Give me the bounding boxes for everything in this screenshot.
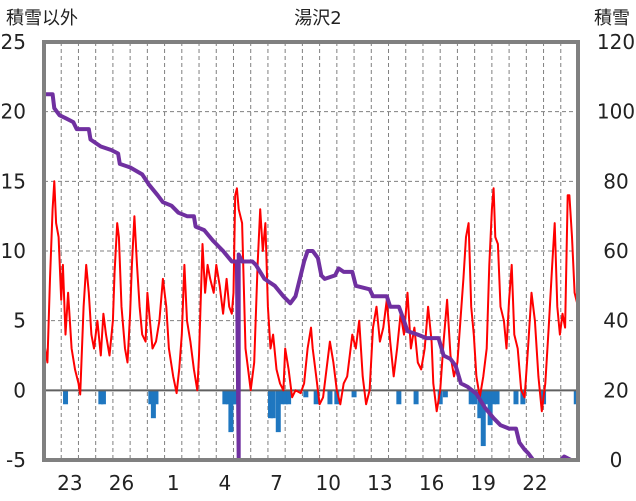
snow-bar: [275, 390, 281, 433]
left-axis-ticks: -5 0 5 10 15 20 25: [1, 30, 26, 472]
left-tick-label: 10: [1, 239, 26, 263]
snow-bar: [279, 390, 285, 405]
snow-bar: [327, 390, 333, 405]
right-axis-ticks: 0 20 40 60 80 100 120: [597, 30, 635, 472]
x-tick-label: 4: [219, 471, 232, 495]
right-tick-label: 20: [603, 378, 628, 402]
right-tick-label: 0: [610, 448, 623, 472]
x-tick-label: 23: [57, 471, 82, 495]
snow-bar: [396, 390, 402, 405]
left-tick-label: 0: [13, 378, 26, 402]
x-axis-ticks: 23 26 1 4 7 10 13 16 19 22: [57, 471, 548, 495]
snow-bar: [148, 390, 154, 405]
snow-bar: [513, 390, 519, 405]
left-tick-label: 20: [1, 100, 26, 124]
snow-bar: [484, 390, 490, 405]
snow-bar: [413, 390, 419, 405]
snow-bar: [286, 390, 292, 405]
snow-bar: [313, 390, 319, 405]
right-tick-label: 60: [603, 239, 628, 263]
snow-bar: [153, 390, 159, 405]
snow-bar: [334, 390, 340, 405]
snow-bar: [282, 390, 288, 405]
snow-bar: [63, 390, 69, 405]
snow-bar: [487, 390, 493, 426]
snow-bar: [98, 390, 104, 405]
snow-bar: [480, 390, 486, 447]
left-tick-label: 25: [1, 30, 26, 54]
x-tick-label: 19: [471, 471, 496, 495]
snow-bar: [491, 390, 497, 405]
right-axis-label: 積雪: [594, 8, 630, 29]
snow-bar: [233, 390, 239, 405]
snow-bar: [222, 390, 228, 405]
snow-bar: [494, 390, 500, 405]
x-tick-label: 22: [522, 471, 547, 495]
left-axis-label: 積雪以外: [6, 8, 78, 29]
snow-depth-line: [44, 92, 578, 462]
x-tick-label: 10: [315, 471, 340, 495]
x-tick-label: 13: [367, 471, 392, 495]
snow-bar: [437, 390, 443, 405]
snow-bar: [303, 390, 309, 398]
plot-frame: [42, 40, 580, 462]
snow-bar: [442, 390, 448, 398]
non-snow-line: [43, 180, 579, 413]
snow-bar: [225, 390, 231, 405]
snow-bar: [228, 390, 234, 433]
snow-bar: [468, 390, 474, 405]
x-tick-label: 26: [109, 471, 134, 495]
chart-title: 湯沢2: [294, 8, 341, 29]
snow-bar: [230, 390, 236, 405]
right-tick-label: 100: [597, 100, 635, 124]
x-tick-label: 7: [270, 471, 283, 495]
left-tick-label: -5: [6, 448, 26, 472]
left-tick-label: 5: [13, 309, 26, 333]
snow-bar: [268, 390, 274, 419]
snow-bar: [270, 390, 276, 419]
snow-bar: [472, 390, 478, 405]
left-tick-label: 15: [1, 169, 26, 193]
x-tick-label: 16: [419, 471, 444, 495]
snow-bars: [63, 390, 579, 447]
right-tick-label: 40: [603, 309, 628, 333]
snow-bar: [150, 390, 156, 419]
snow-bar: [100, 390, 106, 405]
right-tick-label: 80: [603, 169, 628, 193]
snow-bar: [351, 390, 357, 398]
snow-bar: [520, 390, 526, 405]
snow-bar: [477, 390, 483, 419]
x-tick-label: 1: [167, 471, 180, 495]
right-tick-label: 120: [597, 30, 635, 54]
